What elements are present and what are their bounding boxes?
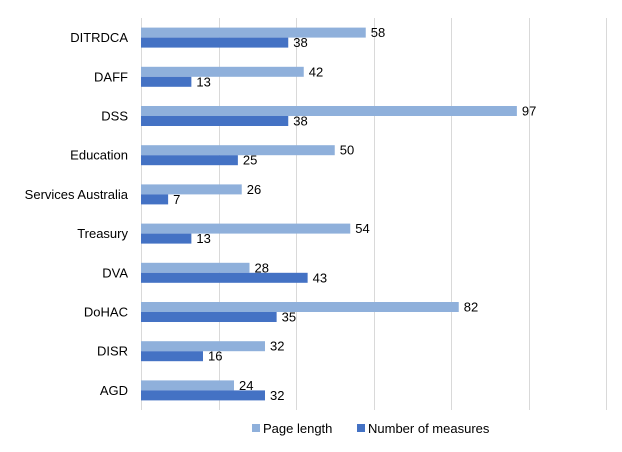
data-label-page-length-dss: 97 <box>522 104 536 119</box>
bar-number-of-measures-dss <box>141 116 289 126</box>
data-label-page-length-treasury: 54 <box>355 221 369 236</box>
category-labels: DITRDCA DAFF DSS Education Services Australi… <box>25 30 129 398</box>
data-label-page-length-education: 50 <box>340 143 354 158</box>
bar-number-of-measures-dva <box>141 272 308 283</box>
category-label-dva: DVA <box>102 265 128 280</box>
data-label-number-of-measures-dva: 43 <box>313 270 327 285</box>
category-label-ditrdca: DITRDCA <box>70 30 128 45</box>
bar-page-length-ditrdca <box>141 27 366 38</box>
bars <box>141 27 517 401</box>
data-label-page-length-ditrdca: 58 <box>371 25 385 40</box>
bar-number-of-measures-dohac <box>141 312 277 322</box>
data-label-page-length-daff: 42 <box>309 64 323 79</box>
data-label-number-of-measures-agd: 32 <box>270 388 284 403</box>
bar-number-of-measures-agd <box>141 390 265 401</box>
data-label-page-length-disr: 32 <box>270 339 284 354</box>
data-label-number-of-measures-services-australia: 7 <box>173 192 180 207</box>
data-label-number-of-measures-education: 25 <box>243 153 257 168</box>
bar-page-length-daff <box>141 66 304 77</box>
category-label-dohac: DoHAC <box>84 305 128 320</box>
bar-number-of-measures-ditrdca <box>141 37 289 48</box>
legend-swatch-page-length <box>252 424 260 432</box>
bar-page-length-services-australia <box>141 184 242 195</box>
category-label-daff: DAFF <box>94 69 128 84</box>
bar-page-length-treasury <box>141 223 351 234</box>
bar-page-length-disr <box>141 341 265 352</box>
legend: Page length Number of measures <box>252 421 490 436</box>
bar-page-length-agd <box>141 380 234 391</box>
data-label-number-of-measures-ditrdca: 38 <box>293 35 307 50</box>
category-label-agd: AGD <box>100 383 128 398</box>
data-label-number-of-measures-daff: 13 <box>196 74 210 89</box>
bar-number-of-measures-treasury <box>141 233 192 244</box>
gridlines <box>141 18 607 410</box>
bar-page-length-dss <box>141 106 517 116</box>
data-label-page-length-dva: 28 <box>255 260 269 275</box>
data-label-number-of-measures-treasury: 13 <box>196 231 210 246</box>
bar-page-length-dohac <box>141 302 459 312</box>
bar-number-of-measures-education <box>141 155 238 166</box>
category-label-disr: DISR <box>97 344 128 359</box>
data-label-page-length-services-australia: 26 <box>247 182 261 197</box>
bar-number-of-measures-disr <box>141 351 203 362</box>
category-label-education: Education <box>70 148 128 163</box>
data-label-number-of-measures-dohac: 35 <box>282 310 296 325</box>
bar-number-of-measures-daff <box>141 76 192 87</box>
data-label-number-of-measures-dss: 38 <box>293 114 307 129</box>
category-label-treasury: Treasury <box>77 226 128 241</box>
category-label-services-australia: Services Australia <box>25 187 129 202</box>
legend-label-page-length: Page length <box>263 421 332 436</box>
data-label-page-length-agd: 24 <box>239 378 253 393</box>
data-label-page-length-dohac: 82 <box>464 300 478 315</box>
category-label-dss: DSS <box>101 109 128 124</box>
bar-number-of-measures-services-australia <box>141 194 169 205</box>
bar-page-length-dva <box>141 262 250 273</box>
bar-page-length-education <box>141 145 335 156</box>
legend-label-number-of-measures: Number of measures <box>368 421 490 436</box>
data-label-number-of-measures-disr: 16 <box>208 349 222 364</box>
legend-swatch-number-of-measures <box>357 424 365 432</box>
